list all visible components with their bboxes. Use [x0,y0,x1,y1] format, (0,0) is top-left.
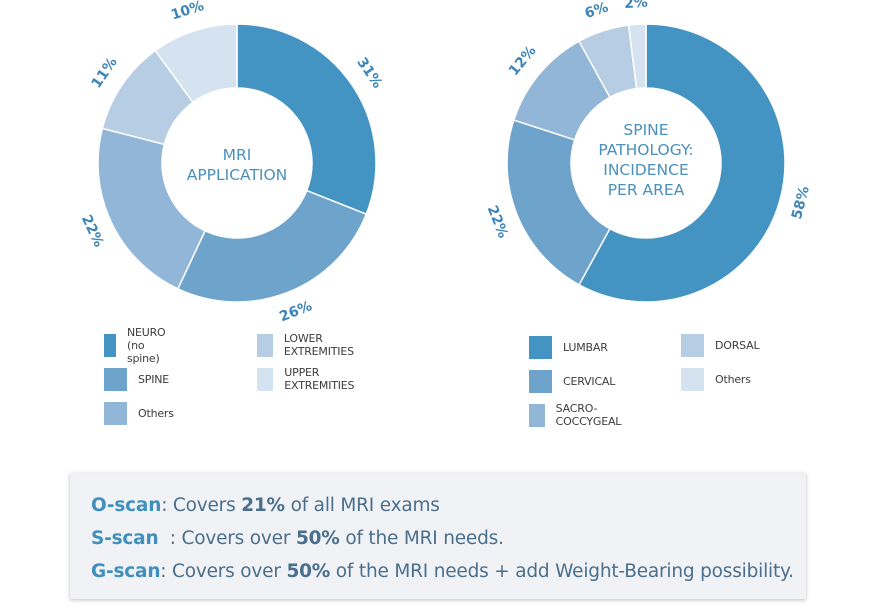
legend-item: SACRO-COCCYGEAL [529,402,629,428]
legend-swatch [104,333,116,357]
note-value: 21% [241,495,285,516]
donut-slice [97,127,207,290]
legend-label: SPINE [138,372,170,386]
donut-slice [176,189,368,303]
note-oscan: O-scan: Covers 21% of all MRI exams [91,495,440,516]
legend-label: Others [138,406,174,420]
legend-swatch [529,403,545,427]
donut-slice [236,23,377,216]
note-scan-name: G-scan [91,561,161,582]
scan-coverage-notes: O-scan: Covers 21% of all MRI exams S-sc… [70,473,806,599]
slice-value-label: 12% [506,43,540,79]
legend-item: UPPER EXTREMITIES [257,366,361,392]
donut-center-title: MRI [223,146,252,164]
note-text: of all MRI exams [284,495,440,516]
spine-pathology-donut: 58% 22% 12% 6% 2% SPINE PATHOLOGY: INCIDENCE PER… [484,0,813,303]
legend-swatch [681,333,704,357]
donut-center-title: SPINE [623,121,668,139]
note-scan-name: S-scan [91,528,159,549]
note-text: : Covers over [160,561,287,582]
legend-swatch [681,367,704,391]
legend-label: CERVICAL [563,374,616,388]
donut-slice [506,119,611,286]
donut-slice [154,23,238,104]
legend-item: CERVICAL [529,369,615,393]
legend-item: LUMBAR [529,335,608,359]
slice-value-label: 22% [78,213,107,250]
legend-label: UPPER EXTREMITIES [284,366,355,392]
legend-swatch [104,367,127,391]
legend-item: Others [104,401,174,425]
slice-value-label: 22% [484,203,511,240]
legend-item: Others [681,367,751,391]
note-gscan: G-scan: Covers over 50% of the MRI needs… [91,561,794,582]
mri-application-donut: 31% 26% 22% 11% 10% MRI APPLICATION [78,0,386,325]
legend-item: NEURO (no spine) [104,326,177,365]
note-text: : Covers [161,495,242,516]
note-value: 50% [286,561,331,582]
legend-swatch [257,367,274,391]
slice-value-label: 58% [789,185,813,221]
legend-label: Others [715,372,751,386]
slice-value-label: 11% [89,55,121,92]
donut-charts: 31% 26% 22% 11% 10% MRI APPLICATION 58% 22% 12% 6… [78,0,813,325]
donut-slice [627,23,647,90]
legend-item: LOWER EXTREMITIES [257,332,361,358]
legend-swatch [529,335,552,359]
donut-center-title: PATHOLOGY: [598,141,693,159]
slice-value-label: 6% [583,0,611,22]
donut-center-title: INCIDENCE [603,161,689,179]
legend-label: LUMBAR [563,340,608,354]
legend-label: LOWER EXTREMITIES [283,332,354,358]
legend-label: SACRO-COCCYGEAL [555,402,622,428]
slice-value-label: 10% [169,0,206,24]
legend-swatch [529,369,552,393]
legend-label: NEURO (no spine) [126,325,166,365]
legend-swatch [257,333,273,357]
note-text: of the MRI needs. [339,528,504,549]
note-text: of the MRI needs + add Weight-Bearing po… [330,561,794,582]
legend-item: SPINE [104,367,169,391]
donut-center-title: PER AREA [608,181,685,199]
note-sscan: S-scan : Covers over 50% of the MRI need… [91,528,504,549]
slice-value-label: 31% [353,55,385,92]
note-scan-name: O-scan [91,495,162,516]
legend-swatch [104,401,127,425]
note-value: 50% [295,528,340,549]
slice-value-label: 2% [624,0,649,12]
note-text: : Covers over [158,528,296,549]
donut-center-title: APPLICATION [187,166,288,184]
slice-value-label: 26% [277,298,314,325]
donut-slice [578,23,786,303]
legend-label: DORSAL [715,338,760,352]
legend-item: DORSAL [681,333,760,357]
